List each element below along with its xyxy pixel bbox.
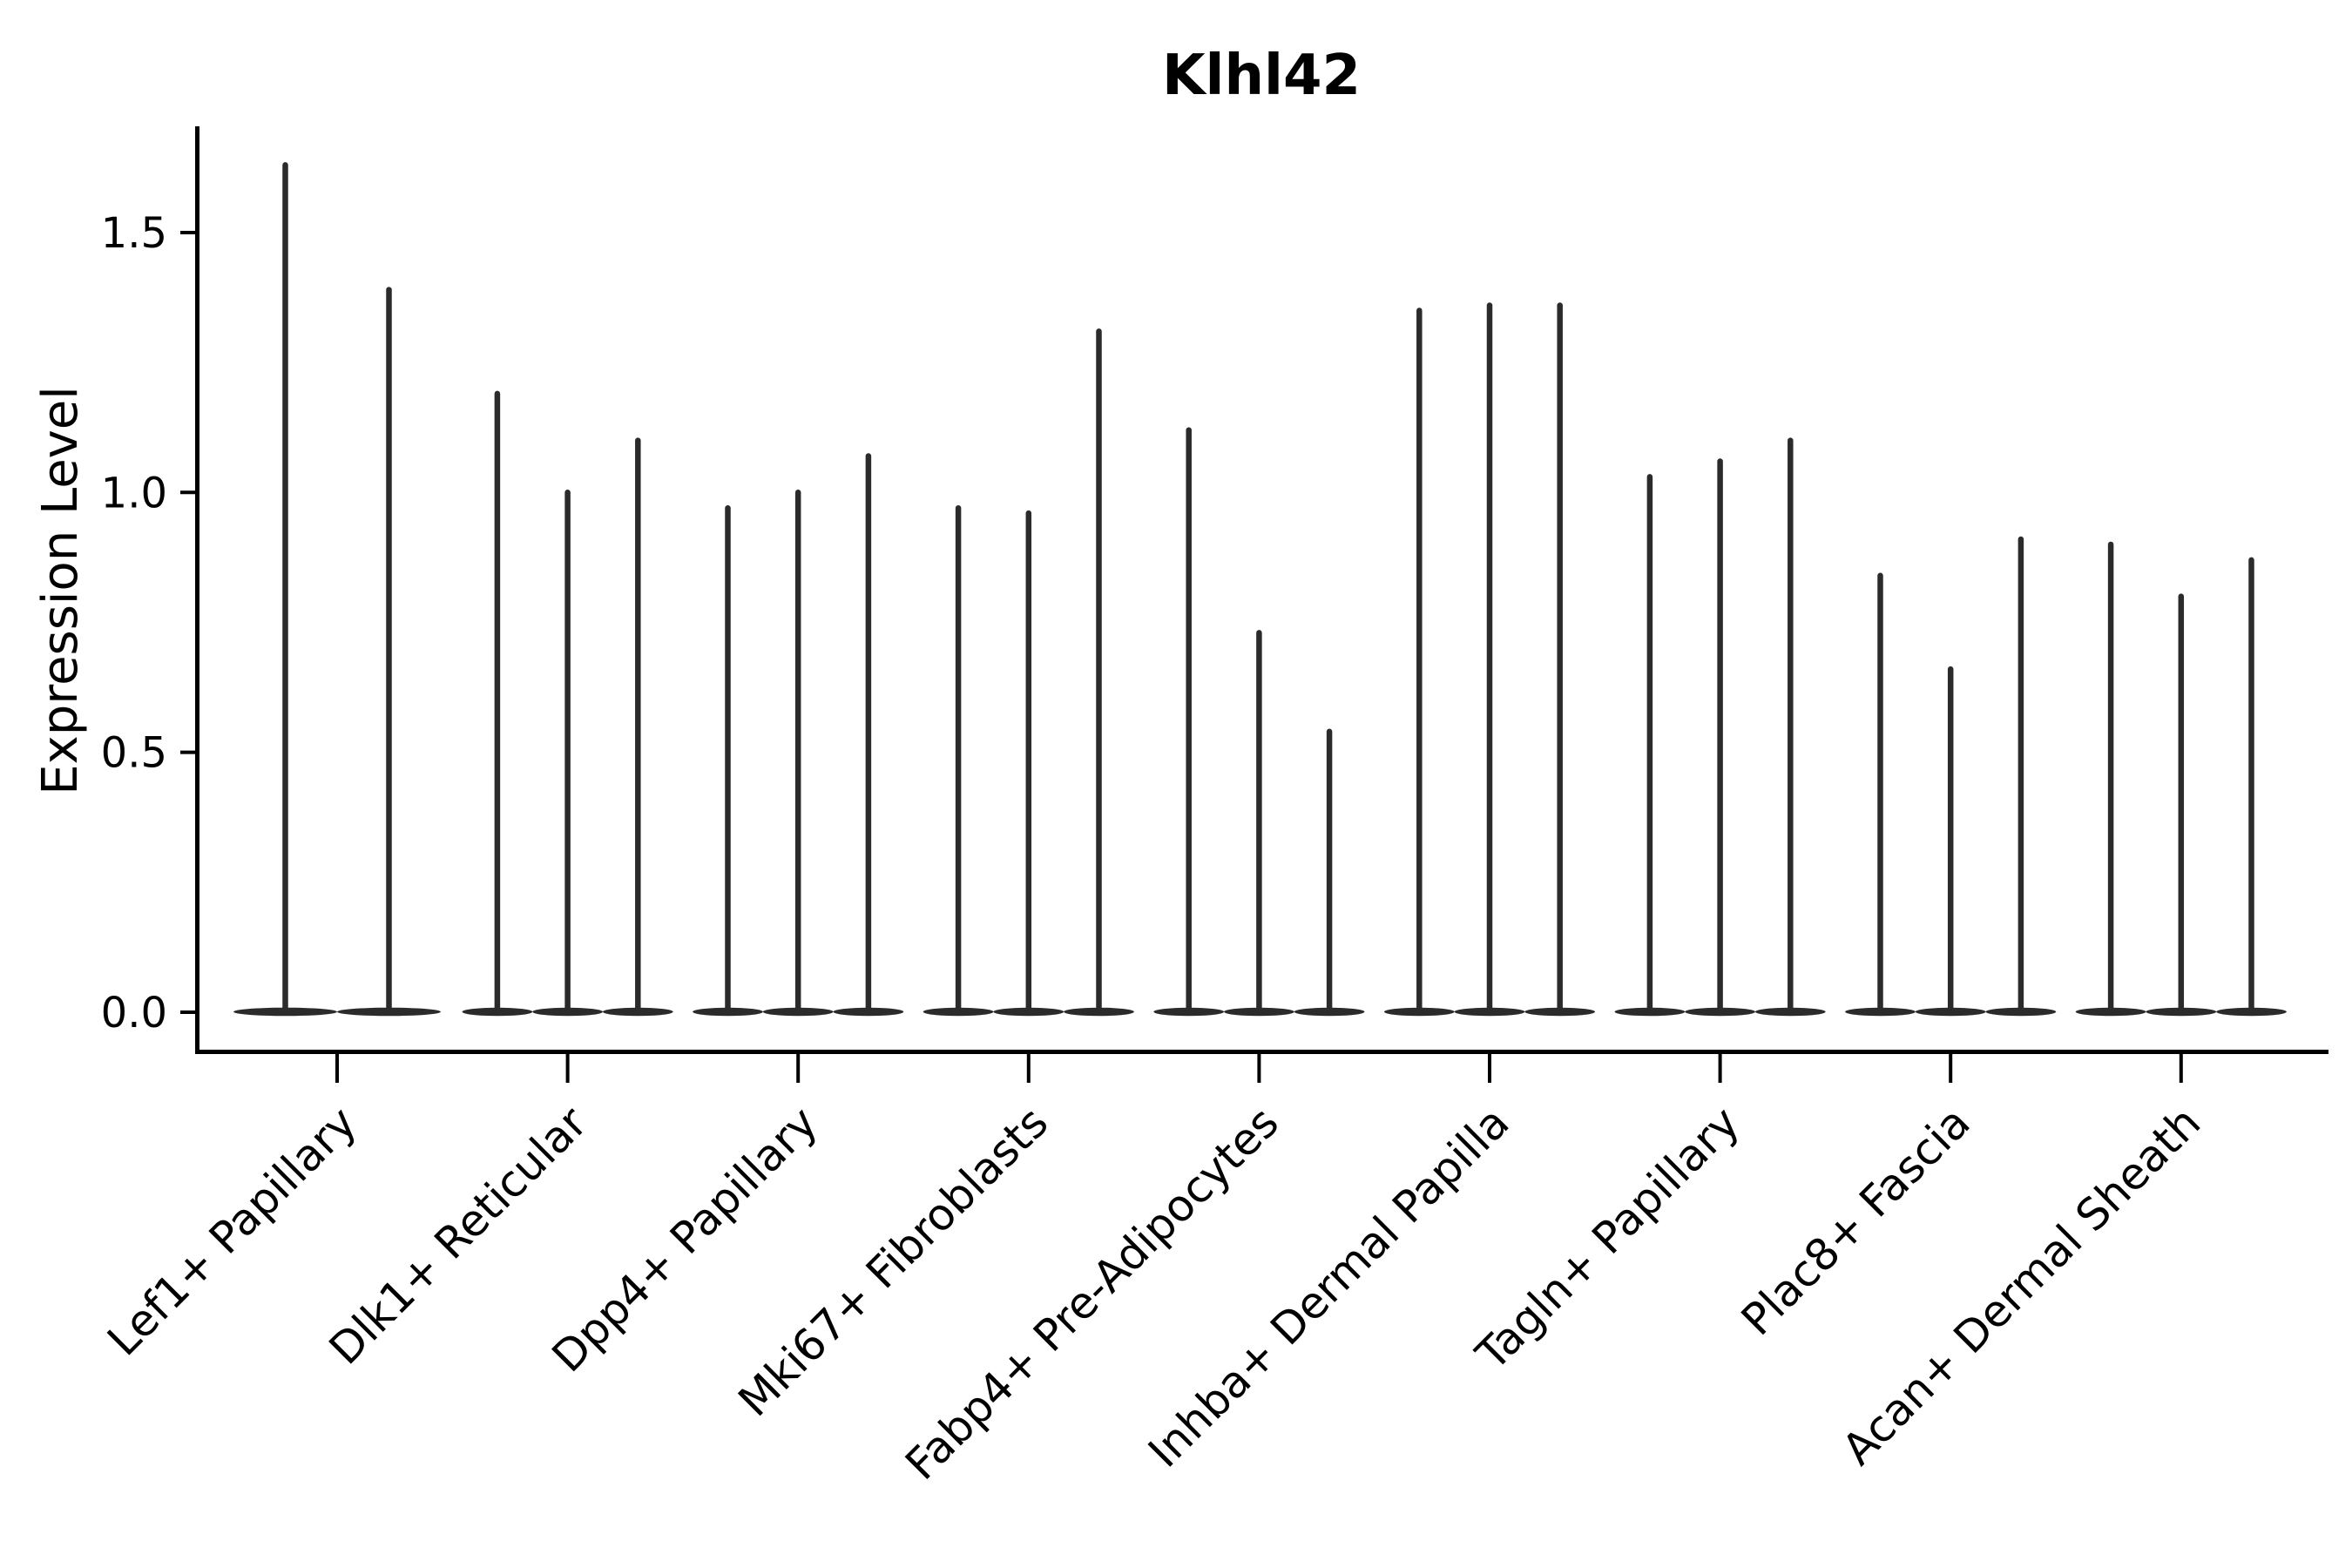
violin-series — [233, 162, 2287, 1017]
bottom-spine — [195, 1050, 2328, 1054]
violin-group — [923, 328, 1134, 1017]
x-tick-label: Plac8+ Fascia — [1732, 1097, 1980, 1345]
y-axis: 0.0 0.5 1.0 1.5 — [101, 209, 195, 1037]
y-axis-label: Expression Level — [32, 386, 89, 795]
violin-group — [1153, 427, 1365, 1017]
y-tick-label: 1.5 — [101, 209, 167, 258]
violin-group — [1614, 437, 1826, 1017]
left-spine — [195, 126, 199, 1054]
y-tick-label: 0.0 — [101, 989, 167, 1037]
y-tick-label: 0.5 — [101, 729, 167, 778]
violin-group — [1845, 536, 2057, 1017]
violin-group — [1383, 302, 1596, 1017]
x-tick-label: Lef1+ Papillary — [98, 1097, 366, 1365]
violin-group — [2075, 541, 2287, 1017]
chart-title: Klhl42 — [1162, 44, 1361, 108]
y-tick-label: 1.0 — [101, 469, 167, 517]
violin-group — [462, 390, 673, 1017]
x-tick-label: Fabp4+ Pre-Adipocytes — [896, 1097, 1288, 1490]
violin-group — [233, 162, 441, 1017]
violin-group — [693, 453, 904, 1017]
